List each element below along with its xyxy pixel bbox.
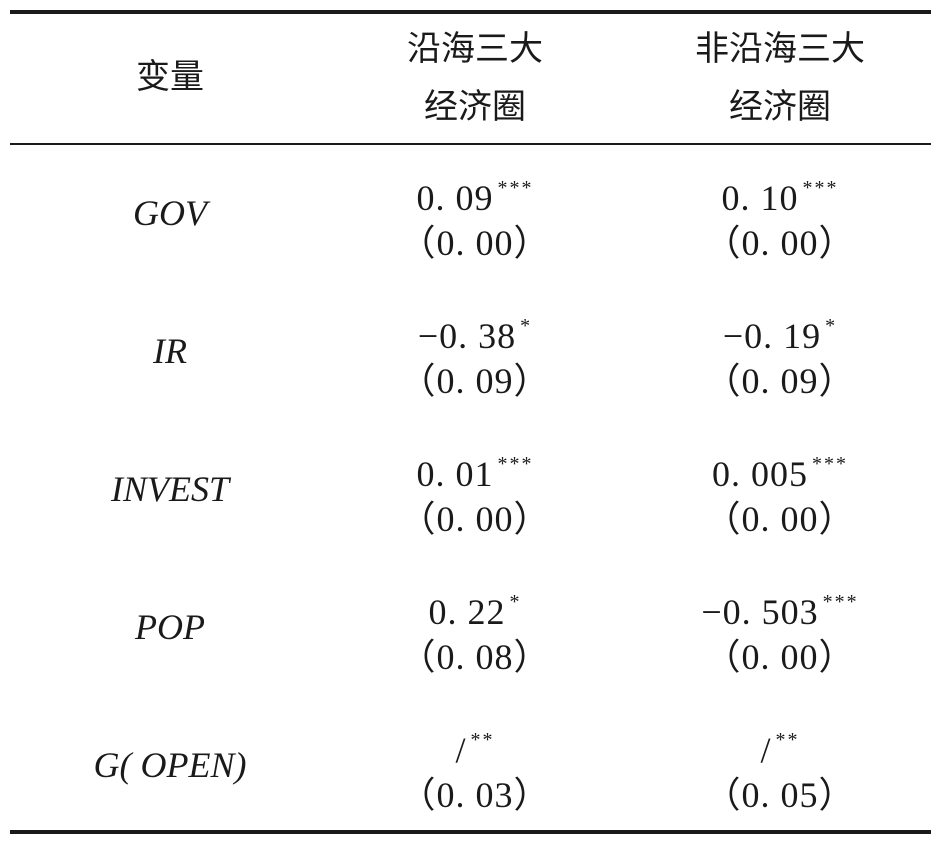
std-error: （0. 09） [704, 361, 856, 401]
std-error: （0. 09） [399, 361, 551, 401]
row-variable-name: INVEST [110, 469, 229, 509]
coef-value: −0. 38 [417, 316, 517, 356]
significance-stars: * [509, 591, 522, 613]
coef-cell: −0. 38 * [370, 303, 580, 359]
header-variable: 变量 [136, 57, 204, 97]
significance-stars: *** [802, 177, 839, 199]
std-error: （0. 00） [704, 637, 856, 677]
row-variable-name: POP [135, 607, 205, 647]
std-error: （0. 00） [704, 223, 856, 263]
significance-stars: ** [470, 729, 495, 751]
regression-table: 变量 沿海三大 经济圈 非沿海三大 经济圈 GOV 0. 09 *** （0. 0… [10, 10, 931, 834]
significance-stars: * [520, 315, 533, 337]
coef-cell: 0. 09 *** [370, 165, 580, 221]
std-error: （0. 00） [399, 499, 551, 539]
header-coastal-line2: 经济圈 [424, 87, 526, 127]
std-error: （0. 00） [399, 223, 551, 263]
header-noncoastal-line1: 非沿海三大 [695, 29, 865, 69]
significance-stars: *** [497, 453, 534, 475]
header-coastal-line1: 沿海三大 [407, 29, 543, 69]
significance-stars: ** [775, 729, 800, 751]
coef-cell: 0. 22 * [370, 579, 580, 635]
coef-cell: 0. 10 *** [670, 165, 890, 221]
header-noncoastal-line2: 经济圈 [729, 87, 831, 127]
coef-value: / [455, 730, 467, 770]
coef-value: / [760, 730, 772, 770]
coef-cell: / ** [370, 717, 580, 773]
significance-stars: * [825, 315, 838, 337]
coef-value: 0. 09 [416, 178, 494, 218]
coef-value: 0. 01 [416, 454, 494, 494]
significance-stars: *** [822, 591, 859, 613]
significance-stars: *** [812, 453, 848, 475]
std-error: （0. 00） [704, 499, 856, 539]
coef-cell: 0. 01 *** [370, 441, 580, 497]
coef-cell: / ** [670, 717, 890, 773]
coef-cell: −0. 19 * [670, 303, 890, 359]
row-variable-name: G( OPEN) [93, 745, 247, 785]
coef-cell: 0. 005 *** [670, 441, 890, 497]
std-error: （0. 05） [704, 775, 856, 815]
top-rule [10, 10, 931, 14]
bottom-rule [10, 830, 931, 834]
row-variable-name: GOV [133, 193, 207, 233]
coef-value: −0. 19 [722, 316, 822, 356]
coef-value: 0. 005 [712, 454, 808, 494]
std-error: （0. 03） [399, 775, 551, 815]
significance-stars: *** [497, 177, 534, 199]
header-rule [10, 143, 931, 145]
std-error: （0. 08） [399, 637, 551, 677]
row-variable-name: IR [153, 331, 187, 371]
coef-value: −0. 503 [701, 592, 819, 632]
coef-value: 0. 10 [721, 178, 799, 218]
coef-cell: −0. 503 *** [670, 579, 890, 635]
coef-value: 0. 22 [428, 592, 506, 632]
